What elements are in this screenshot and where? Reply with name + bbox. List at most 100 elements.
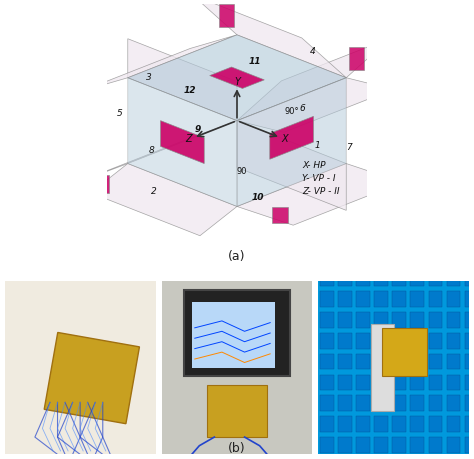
Text: 9: 9 [195, 125, 201, 134]
Bar [447, 354, 460, 369]
Polygon shape [81, 36, 237, 92]
Bar [338, 437, 352, 453]
Text: 1: 1 [315, 140, 320, 149]
Polygon shape [77, 167, 92, 185]
Bar [428, 271, 442, 286]
Bar [338, 416, 352, 432]
Bar [338, 396, 352, 411]
Bar [465, 437, 474, 453]
Bar [410, 354, 424, 369]
Bar [44, 333, 139, 424]
Polygon shape [128, 78, 237, 207]
Bar [320, 333, 334, 349]
Bar [465, 416, 474, 432]
Bar [356, 396, 370, 411]
Bar [392, 375, 406, 391]
Bar [374, 271, 388, 286]
Polygon shape [273, 207, 288, 223]
Bar [207, 385, 267, 437]
Bar [356, 437, 370, 453]
Bar [428, 416, 442, 432]
Bar [356, 292, 370, 308]
Bar [392, 333, 406, 349]
Bar [465, 396, 474, 411]
Bar [320, 416, 334, 432]
Bar [320, 375, 334, 391]
Bar [410, 271, 424, 286]
Bar [465, 333, 474, 349]
Text: 2: 2 [151, 187, 156, 196]
Bar [374, 333, 388, 349]
Bar [320, 271, 334, 286]
Text: 12: 12 [184, 86, 196, 95]
Bar [338, 271, 352, 286]
Bar [356, 375, 370, 391]
Bar [371, 325, 394, 411]
Bar [392, 313, 406, 328]
Bar [392, 416, 406, 432]
Polygon shape [161, 121, 204, 164]
Text: 8: 8 [148, 146, 154, 154]
Text: Z- VP - II: Z- VP - II [302, 187, 339, 196]
Polygon shape [237, 78, 393, 133]
Bar [447, 375, 460, 391]
Polygon shape [93, 175, 109, 193]
Bar [428, 333, 442, 349]
Bar [392, 396, 406, 411]
Text: 3: 3 [146, 73, 152, 82]
Bar [392, 437, 406, 453]
Text: 10: 10 [252, 192, 264, 201]
Bar [374, 437, 388, 453]
Polygon shape [192, 0, 346, 78]
Bar [392, 292, 406, 308]
Bar [428, 354, 442, 369]
Bar [374, 313, 388, 328]
Bar [356, 271, 370, 286]
Text: 6: 6 [299, 104, 305, 113]
Bar [428, 375, 442, 391]
Bar [410, 396, 424, 411]
Polygon shape [349, 47, 365, 71]
Polygon shape [128, 36, 346, 121]
Bar [374, 396, 388, 411]
Bar [320, 437, 334, 453]
Bar [338, 354, 352, 369]
Bar [428, 437, 442, 453]
Bar [374, 375, 388, 391]
Bar [192, 302, 275, 368]
Bar [392, 271, 406, 286]
Bar [410, 292, 424, 308]
Polygon shape [270, 117, 313, 160]
Bar [338, 333, 352, 349]
Bar [356, 416, 370, 432]
Bar [465, 375, 474, 391]
Polygon shape [72, 121, 237, 185]
Bar [184, 290, 290, 376]
Bar [428, 313, 442, 328]
Bar [447, 396, 460, 411]
Bar [374, 292, 388, 308]
Polygon shape [237, 78, 346, 207]
Bar [374, 354, 388, 369]
Text: 7: 7 [346, 143, 352, 152]
Bar [356, 354, 370, 369]
Bar [382, 328, 427, 376]
Text: 90°: 90° [284, 106, 299, 116]
Polygon shape [237, 39, 391, 121]
Bar [320, 354, 334, 369]
Polygon shape [237, 121, 346, 211]
Bar [410, 375, 424, 391]
Bar [447, 271, 460, 286]
Text: (a): (a) [228, 250, 246, 263]
Bar [447, 416, 460, 432]
Bar [374, 416, 388, 432]
Bar [338, 375, 352, 391]
Bar [465, 313, 474, 328]
Bar [410, 416, 424, 432]
Bar [447, 313, 460, 328]
Bar [320, 313, 334, 328]
Bar [410, 333, 424, 349]
Text: X- HP: X- HP [302, 161, 326, 170]
Polygon shape [237, 164, 402, 226]
Bar [428, 396, 442, 411]
